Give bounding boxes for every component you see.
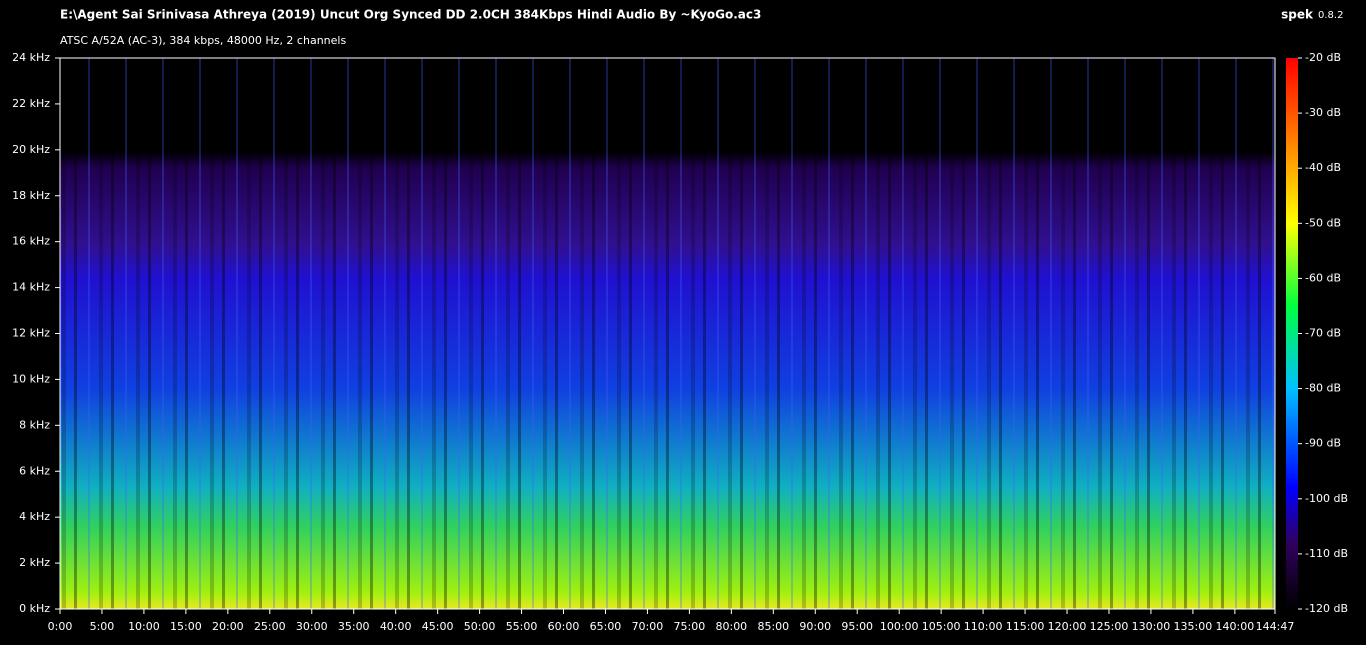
x-tick-label: 144:47 <box>1256 620 1295 633</box>
y-tick-label: 12 kHz <box>12 327 50 340</box>
app-version: 0.8.2 <box>1318 10 1343 21</box>
color-tick-label: -40 dB <box>1305 161 1341 174</box>
x-tick-label: 75:00 <box>674 620 706 633</box>
x-tick-label: 10:00 <box>128 620 160 633</box>
x-tick-label: 120:00 <box>1048 620 1087 633</box>
x-tick-label: 85:00 <box>757 620 789 633</box>
x-tick-label: 105:00 <box>922 620 961 633</box>
color-tick-label: -50 dB <box>1305 216 1341 229</box>
y-tick-label: 18 kHz <box>12 189 50 202</box>
y-tick-label: 14 kHz <box>12 281 50 294</box>
y-tick-label: 10 kHz <box>12 372 50 385</box>
y-tick-label: 16 kHz <box>12 235 50 248</box>
y-tick-label: 22 kHz <box>12 97 50 110</box>
color-tick-label: -120 dB <box>1305 602 1348 615</box>
y-tick-label: 24 kHz <box>12 51 50 64</box>
x-tick-label: 60:00 <box>548 620 580 633</box>
color-bar <box>1286 58 1298 609</box>
x-tick-label: 15:00 <box>170 620 202 633</box>
y-tick-label: 2 kHz <box>19 556 50 569</box>
x-tick-label: 55:00 <box>506 620 538 633</box>
x-tick-label: 0:00 <box>48 620 73 633</box>
color-tick-label: -30 dB <box>1305 106 1341 119</box>
y-tick-label: 20 kHz <box>12 143 50 156</box>
color-tick-label: -100 dB <box>1305 492 1348 505</box>
x-tick-label: 70:00 <box>632 620 664 633</box>
x-tick-label: 135:00 <box>1174 620 1213 633</box>
x-tick-label: 30:00 <box>296 620 328 633</box>
x-tick-label: 65:00 <box>590 620 622 633</box>
x-tick-label: 130:00 <box>1132 620 1171 633</box>
y-tick-label: 6 kHz <box>19 464 50 477</box>
x-tick-label: 35:00 <box>338 620 370 633</box>
x-tick-label: 140:00 <box>1216 620 1255 633</box>
color-tick-label: -70 dB <box>1305 327 1341 340</box>
x-tick-label: 115:00 <box>1006 620 1045 633</box>
x-tick-label: 90:00 <box>799 620 831 633</box>
color-tick-label: -20 dB <box>1305 51 1341 64</box>
color-tick-label: -90 dB <box>1305 437 1341 450</box>
x-tick-label: 125:00 <box>1090 620 1129 633</box>
x-tick-label: 40:00 <box>380 620 412 633</box>
color-tick-label: -60 dB <box>1305 271 1341 284</box>
x-tick-label: 20:00 <box>212 620 244 633</box>
x-tick-label: 95:00 <box>841 620 873 633</box>
color-tick-label: -80 dB <box>1305 382 1341 395</box>
y-tick-label: 4 kHz <box>19 510 50 523</box>
y-tick-label: 8 kHz <box>19 418 50 431</box>
spectrogram-texture <box>60 58 1275 609</box>
color-tick-label: -110 dB <box>1305 547 1348 560</box>
file-title: E:\Agent Sai Srinivasa Athreya (2019) Un… <box>60 8 761 22</box>
y-tick-label: 0 kHz <box>19 602 50 615</box>
x-tick-label: 45:00 <box>422 620 454 633</box>
x-tick-label: 5:00 <box>90 620 115 633</box>
file-info: ATSC A/52A (AC-3), 384 kbps, 48000 Hz, 2… <box>60 34 346 47</box>
x-tick-label: 80:00 <box>715 620 747 633</box>
x-tick-label: 110:00 <box>964 620 1003 633</box>
x-tick-label: 50:00 <box>464 620 496 633</box>
app-name: spek <box>1281 8 1314 22</box>
x-tick-label: 100:00 <box>880 620 919 633</box>
x-tick-label: 25:00 <box>254 620 286 633</box>
